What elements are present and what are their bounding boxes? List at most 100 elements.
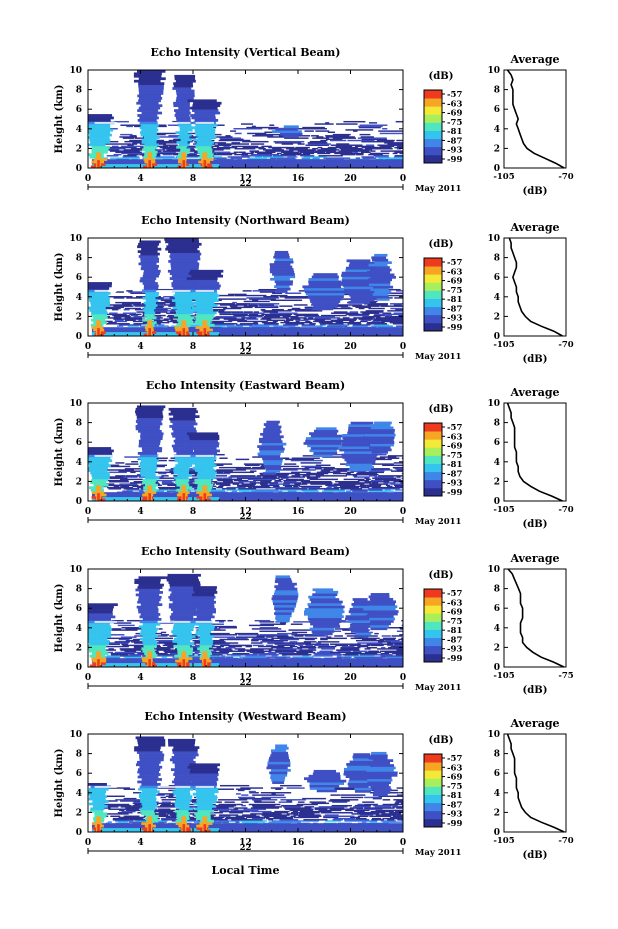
average-x-tick-label: -70 xyxy=(558,836,573,846)
echo-cell xyxy=(232,808,239,810)
echo-cell xyxy=(401,477,403,479)
echo-cell xyxy=(181,489,196,491)
column-segment xyxy=(309,620,341,623)
echo-cell xyxy=(320,637,347,640)
column-segment xyxy=(265,467,282,471)
echo-cell xyxy=(359,133,371,136)
column-segment xyxy=(365,610,399,613)
column-segment xyxy=(172,306,192,310)
column-segment xyxy=(172,422,198,426)
column-segment xyxy=(369,268,392,272)
echo-cell xyxy=(268,649,297,651)
echo-cell xyxy=(108,629,138,631)
echo-cell xyxy=(304,316,335,318)
echo-cell xyxy=(129,654,152,656)
echo-cell xyxy=(119,809,125,812)
echo-cell xyxy=(155,157,181,159)
echo-cell xyxy=(332,307,353,310)
column-segment xyxy=(144,150,158,154)
column-segment xyxy=(366,431,395,435)
echo-cell xyxy=(301,482,333,484)
column-segment xyxy=(267,761,291,765)
column-segment xyxy=(138,576,166,580)
column-segment xyxy=(374,253,388,257)
column-segment xyxy=(141,148,156,152)
echo-cell xyxy=(272,292,283,294)
column-segment xyxy=(171,613,196,616)
echo-cell xyxy=(282,650,313,653)
echo-cell xyxy=(345,809,370,812)
echo-cell xyxy=(255,151,276,154)
surface-layer xyxy=(91,823,403,832)
column-segment xyxy=(133,79,161,83)
column-segment xyxy=(169,272,197,276)
column-segment xyxy=(190,269,224,273)
echo-cell xyxy=(238,481,256,483)
column-segment xyxy=(89,138,111,142)
echo-cell xyxy=(204,652,229,655)
column-segment xyxy=(192,466,214,470)
column-segment xyxy=(275,290,288,293)
average-y-tick-label: 10 xyxy=(487,66,500,76)
convective-column xyxy=(257,420,287,475)
column-segment xyxy=(144,143,159,147)
echo-cell xyxy=(229,305,238,307)
column-segment xyxy=(140,474,156,477)
column-segment xyxy=(166,245,200,249)
column-segment xyxy=(138,442,161,445)
column-segment xyxy=(139,126,158,130)
echo-cell xyxy=(138,490,144,492)
melting-layer xyxy=(157,620,191,623)
echo-cell xyxy=(250,303,280,305)
echo-cell xyxy=(281,143,294,145)
column-segment xyxy=(88,282,112,285)
column-segment xyxy=(274,260,294,264)
echo-cell xyxy=(365,310,384,312)
melting-layer xyxy=(195,454,214,457)
echo-cell xyxy=(330,630,342,633)
echo-cell xyxy=(353,151,358,154)
echo-cell xyxy=(183,806,200,808)
echo-cell xyxy=(142,655,148,657)
echo-cell xyxy=(112,314,130,317)
melting-layer xyxy=(195,289,214,292)
column-core-peak xyxy=(203,160,207,168)
average-x-tick-label: -105 xyxy=(493,172,514,182)
colorbar-segment xyxy=(424,762,442,771)
convective-column xyxy=(363,593,399,631)
echo-cell xyxy=(274,810,290,813)
column-segment xyxy=(278,582,297,586)
echo-cell xyxy=(387,644,403,647)
echo-cell xyxy=(261,796,286,799)
column-segment xyxy=(374,290,392,294)
echo-cell xyxy=(401,624,403,627)
column-segment xyxy=(192,287,220,290)
echo-cell xyxy=(123,797,137,800)
column-segment xyxy=(194,478,212,482)
echo-cell xyxy=(106,313,127,316)
echo-cell xyxy=(126,290,133,292)
echo-cell xyxy=(223,481,234,483)
echo-cell xyxy=(302,152,315,155)
column-segment xyxy=(141,783,161,786)
echo-cell xyxy=(393,156,403,158)
echo-cell xyxy=(241,794,249,796)
echo-cell xyxy=(249,792,259,794)
x-tick-label: 8 xyxy=(190,174,196,184)
echo-cell xyxy=(330,144,363,146)
echo-cell xyxy=(357,471,384,474)
echo-cell xyxy=(237,485,270,488)
column-segment xyxy=(138,106,161,110)
column-segment xyxy=(352,598,368,601)
echo-cell xyxy=(219,137,241,139)
echo-cell xyxy=(364,469,393,471)
echo-cell xyxy=(357,479,370,482)
echo-cell xyxy=(365,144,375,146)
echo-cell xyxy=(268,146,295,149)
echo-cell xyxy=(218,311,244,313)
column-segment xyxy=(140,267,159,271)
average-profile-line xyxy=(506,733,565,833)
echo-cell xyxy=(329,799,359,801)
column-segment xyxy=(144,313,155,317)
echo-cell xyxy=(257,152,273,155)
